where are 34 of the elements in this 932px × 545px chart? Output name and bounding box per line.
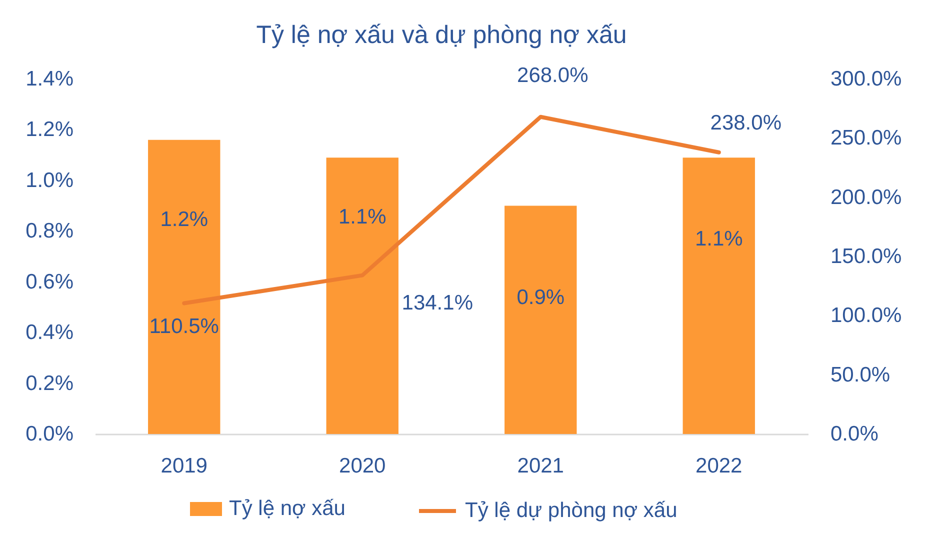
y-tick-label: 0.2%: [26, 372, 74, 395]
bar: [682, 158, 755, 434]
data-label: 0.9%: [516, 286, 565, 309]
data-label: 1.1%: [338, 206, 386, 229]
data-label: 134.1%: [402, 291, 473, 314]
chart-title: Tỷ lệ nợ xấu và dự phòng nợ xấu: [256, 20, 627, 49]
y2-tick-label: 0.0%: [830, 422, 878, 446]
y2-tick-label: 150.0%: [830, 245, 902, 268]
y2-tick-label: 50.0%: [830, 363, 890, 386]
x-tick-label: 2020: [339, 454, 386, 478]
legend-label: Tỷ lệ dự phòng nợ xấu: [465, 499, 678, 522]
x-tick-label: 2021: [517, 454, 564, 478]
data-label: 1.2%: [160, 208, 208, 231]
y2-tick-label: 200.0%: [830, 186, 902, 209]
legend-label: Tỷ lệ nợ xấu: [229, 497, 346, 520]
y-tick-label: 1.2%: [26, 118, 74, 142]
y2-tick-label: 300.0%: [830, 68, 902, 90]
y-tick-label: 0.4%: [26, 321, 74, 344]
x-tick-label: 2022: [696, 454, 742, 478]
y-tick-label: 0.6%: [26, 270, 74, 294]
y-tick-label: 0.8%: [26, 220, 74, 243]
data-label: 110.5%: [149, 315, 219, 338]
data-label: 1.1%: [694, 228, 743, 251]
bar: [504, 206, 577, 434]
data-label: 268.0%: [517, 64, 588, 87]
bar: [148, 140, 220, 434]
data-label: 238.0%: [710, 111, 782, 134]
y2-tick-label: 100.0%: [830, 304, 902, 328]
x-tick-label: 2019: [160, 454, 208, 478]
y-tick-label: 0.0%: [26, 422, 74, 446]
y-tick-label: 1.4%: [26, 68, 74, 90]
y-tick-label: 1.0%: [26, 168, 74, 192]
bar: [326, 158, 398, 434]
y2-tick-label: 250.0%: [830, 126, 902, 150]
